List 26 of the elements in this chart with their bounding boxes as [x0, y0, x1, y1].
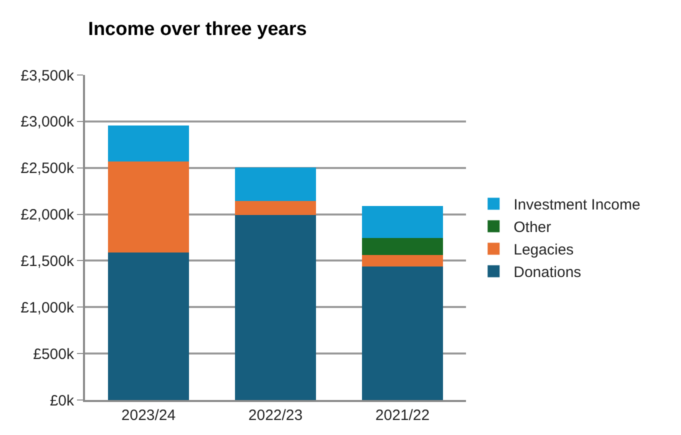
x-tick-label: 2021/22	[375, 407, 430, 424]
legend-label: Investment Income	[514, 196, 640, 214]
bar	[234, 215, 316, 400]
bar	[362, 266, 444, 400]
bar	[108, 252, 190, 400]
bar	[362, 206, 444, 238]
bar	[108, 126, 190, 162]
y-tick-label: £2,000k	[20, 206, 74, 224]
legend-label: Legacies	[514, 242, 574, 259]
bar	[362, 238, 444, 256]
y-tick-label: £3,500k	[20, 67, 74, 84]
y-tick-label: £2,500k	[20, 160, 74, 178]
chart-title: Income over three years	[88, 19, 307, 40]
y-tick-label: £0k	[50, 392, 74, 410]
legend-label: Other	[514, 219, 552, 236]
bar	[108, 161, 190, 252]
y-tick-label: £1,500k	[20, 252, 74, 270]
y-tick-label: £3,000k	[20, 114, 74, 131]
bar	[234, 167, 316, 201]
y-tick-label: £500k	[33, 346, 74, 363]
legend-label: Donations	[514, 264, 582, 282]
x-tick-label: 2022/23	[248, 407, 303, 424]
bar	[362, 255, 444, 266]
bar	[234, 200, 316, 216]
x-tick-label: 2023/24	[121, 407, 176, 424]
y-tick-label: £1,000k	[20, 299, 74, 316]
